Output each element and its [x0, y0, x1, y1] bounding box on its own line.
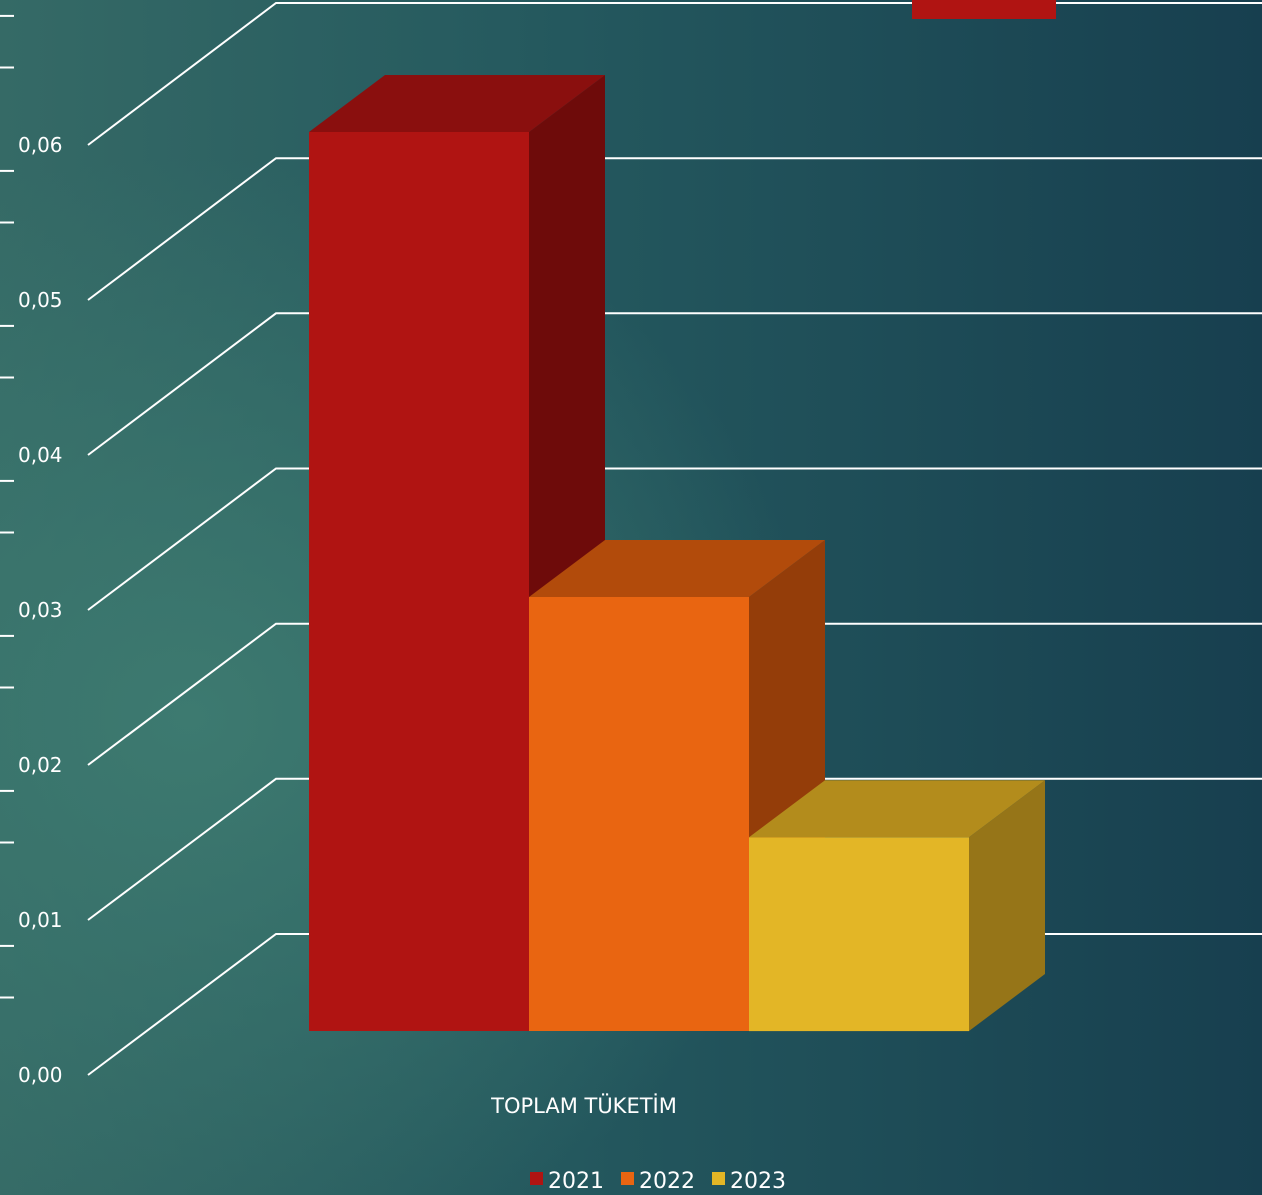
title-marker — [912, 0, 1056, 19]
bars — [309, 0, 1056, 1032]
gridline — [87, 467, 1262, 611]
legend-swatch — [712, 1172, 725, 1185]
y-tick-label: 0,06 — [18, 133, 63, 157]
legend: 2021 2022 2023 — [530, 1169, 786, 1194]
gridline — [87, 312, 1262, 456]
y-tick-label: 0,02 — [18, 753, 63, 777]
gridline — [87, 777, 1262, 921]
gridline — [87, 157, 1262, 301]
y-tick-label: 0,05 — [18, 288, 63, 312]
bar-top — [529, 540, 825, 597]
bar-top — [309, 75, 605, 132]
bar-2023 — [749, 780, 1045, 1032]
y-tick-label: 0,00 — [18, 1063, 63, 1087]
bar-side — [969, 780, 1045, 1031]
y-axis: 0,00 0,01 0,02 0,03 0,04 0,05 0,06 — [0, 14, 63, 1087]
y-tick-label: 0,01 — [18, 908, 63, 932]
bar-front — [309, 132, 529, 1031]
gridline — [87, 622, 1262, 766]
legend-label: 2022 — [639, 1169, 695, 1194]
gridline — [87, 2, 1262, 146]
y-tick-label: 0,03 — [18, 598, 63, 622]
legend-swatch — [621, 1172, 634, 1185]
legend-label: 2023 — [730, 1169, 786, 1194]
bar-front — [529, 597, 749, 1031]
category-label: TOPLAM TÜKETİM — [490, 1093, 677, 1118]
grid — [87, 2, 1262, 1076]
bar-front — [749, 837, 969, 1032]
bar-top — [749, 780, 1045, 838]
legend-label: 2021 — [548, 1169, 604, 1194]
legend-swatch — [530, 1172, 543, 1185]
y-tick-label: 0,04 — [18, 443, 63, 467]
